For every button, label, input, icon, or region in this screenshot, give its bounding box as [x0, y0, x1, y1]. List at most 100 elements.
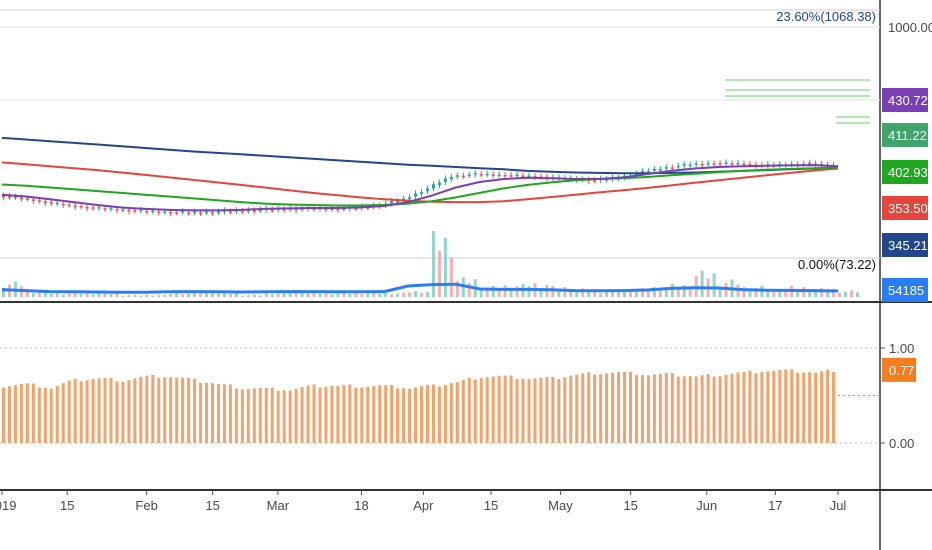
candle-body [724, 162, 728, 164]
candle-body [515, 174, 519, 177]
oscillator-bar [784, 369, 788, 443]
volume-bar [43, 290, 47, 297]
volume-bar [569, 290, 573, 297]
volume-bar [205, 291, 209, 297]
oscillator-bar [539, 377, 543, 443]
moving-average-line [1, 166, 839, 207]
volume-bar [61, 294, 65, 297]
candle-body [593, 179, 597, 182]
oscillator-bar [443, 384, 447, 443]
volume-bar [664, 288, 668, 297]
candle-body [742, 163, 746, 166]
volume-bar [718, 286, 722, 297]
oscillator-bar [533, 378, 537, 443]
candle-body [748, 164, 752, 166]
oscillator-bar [640, 374, 644, 443]
time-tick-label: Mar [267, 498, 290, 513]
volume-bar [193, 290, 197, 297]
price-badge-label: 353.50 [888, 201, 928, 216]
volume-bar [121, 295, 125, 297]
volume-bar [139, 295, 143, 297]
candle-body [682, 164, 686, 166]
oscillator-bar [193, 378, 197, 443]
volume-bar [515, 286, 519, 297]
oscillator-bar [634, 375, 638, 443]
oscillator-bar [19, 383, 23, 443]
oscillator-axis: 1.00 0.00 0.77 [880, 341, 916, 451]
volume-bar [31, 293, 35, 297]
volume-bar [372, 292, 376, 297]
candle-body [193, 211, 197, 214]
candle-body [181, 211, 185, 213]
volume-bar [467, 283, 471, 297]
oscillator-bar [796, 372, 800, 443]
candle-body [55, 202, 59, 205]
oscillator-bar [49, 388, 53, 443]
volume-bar [563, 287, 567, 297]
volume-bar [228, 293, 232, 297]
oscillator-bar [324, 386, 328, 443]
volume-bar [234, 293, 238, 297]
candle-body [216, 211, 220, 214]
oscillator-bar [587, 372, 591, 443]
volume-bar [55, 293, 59, 297]
candle-body [67, 204, 71, 207]
candle-body [509, 175, 513, 177]
candle-body [455, 175, 459, 177]
volume-bar [640, 288, 644, 297]
candle-body [85, 206, 89, 209]
volume-bar [736, 284, 740, 297]
oscillator-bar [336, 386, 340, 443]
oscillator-bar [2, 387, 5, 443]
oscillator-bar [73, 378, 77, 443]
candle-body [533, 176, 537, 178]
oscillator-bar [402, 388, 406, 443]
candle-body [240, 210, 244, 213]
candle-body [461, 175, 465, 178]
moving-average-line [1, 164, 839, 212]
time-tick-label: 2019 [0, 498, 16, 513]
volume-bar [49, 293, 53, 297]
oscillator-bar [652, 374, 656, 443]
moving-averages [1, 136, 839, 212]
oscillator-bar [718, 376, 722, 443]
volume-bar [157, 295, 161, 297]
volume-bar [551, 286, 555, 297]
volume-bar [843, 291, 847, 297]
oscillator-bar [163, 377, 167, 443]
price-tick-label: 1000.00 [888, 20, 932, 35]
oscillator-bar [342, 385, 346, 443]
candle-body [151, 210, 155, 213]
oscillator-bar [211, 383, 214, 443]
oscillator-tick-label: 1.00 [889, 341, 914, 356]
price-badge [882, 196, 928, 220]
oscillator-bar [37, 387, 41, 443]
oscillator-bar [730, 373, 734, 443]
oscillator-bar [330, 386, 334, 443]
time-tick-label: Jul [830, 498, 847, 513]
volume-bar [676, 287, 680, 297]
oscillator-bar [551, 376, 555, 443]
oscillator-bar [127, 380, 131, 443]
candle-body [646, 171, 650, 173]
price-badge [882, 278, 928, 302]
oscillator-bar [55, 386, 59, 443]
oscillator-bar [527, 379, 531, 443]
volume-bar [252, 294, 256, 297]
oscillator-bar [521, 378, 525, 443]
candle-body [467, 174, 471, 177]
price-badge [882, 233, 928, 257]
oscillator-bar [372, 386, 376, 443]
oscillator-bar [348, 384, 352, 443]
price-badge-label: 430.72 [888, 93, 928, 108]
volume-bar [557, 289, 561, 297]
volume-bar [838, 293, 841, 297]
oscillator-bar [151, 374, 155, 443]
oscillator-bar [408, 388, 412, 443]
oscillator-bar [658, 373, 662, 443]
oscillator-bar [139, 376, 143, 443]
volume-bar [855, 292, 859, 297]
candle-body [425, 188, 429, 192]
oscillator-bar [593, 374, 597, 443]
candle-body [127, 209, 131, 212]
